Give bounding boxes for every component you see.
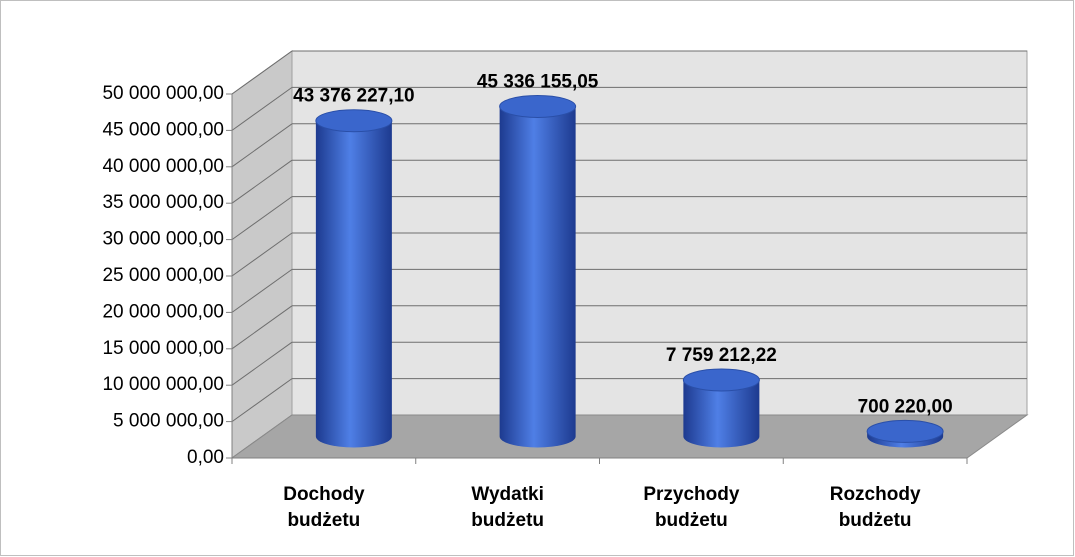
value-label: 7 759 212,22 [666, 345, 777, 366]
value-label: 45 336 155,05 [477, 71, 599, 92]
grid-line [231, 123, 293, 168]
y-tick-label: 35 000 000,00 [102, 192, 224, 213]
y-tick-label: 10 000 000,00 [102, 374, 224, 395]
grid-line [231, 341, 293, 386]
grid-line [231, 86, 293, 131]
x-tick-label: Rozchody budżetu [829, 484, 921, 531]
value-label: 43 376 227,10 [293, 86, 415, 107]
y-tick-label: 50 000 000,00 [102, 83, 224, 104]
bar-cap [682, 368, 760, 392]
grid-line [231, 196, 293, 241]
bar [683, 380, 760, 448]
y-tick-label: 45 000 000,00 [102, 119, 224, 140]
y-tick-label: 20 000 000,00 [102, 301, 224, 322]
grid-line [231, 305, 293, 350]
grid-line [231, 50, 293, 95]
value-label: 700 220,00 [858, 396, 953, 417]
bar-cap [866, 419, 944, 443]
y-tick-label: 5 000 000,00 [113, 411, 224, 432]
grid-line [231, 268, 293, 313]
bar-cap [499, 94, 577, 118]
bar [315, 120, 392, 448]
bar-cap [315, 109, 393, 133]
grid-line [231, 378, 293, 423]
x-tick-label: Przychody budżetu [643, 484, 740, 531]
y-tick-label: 15 000 000,00 [102, 338, 224, 359]
grid-line [231, 232, 293, 277]
x-tick-label: Dochody budżetu [283, 484, 365, 531]
grid-line [231, 159, 293, 204]
y-tick-label: 0,00 [187, 447, 224, 468]
y-tick-label: 40 000 000,00 [102, 156, 224, 177]
bar [499, 106, 576, 448]
x-tick-label: Wydatki budżetu [471, 484, 545, 531]
y-tick-label: 30 000 000,00 [102, 229, 224, 250]
y-tick-label: 25 000 000,00 [102, 265, 224, 286]
